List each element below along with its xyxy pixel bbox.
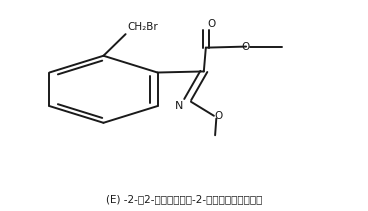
Text: O: O [214,111,223,121]
Text: O: O [241,42,250,51]
Text: O: O [208,19,216,30]
Text: CH₂Br: CH₂Br [128,22,158,32]
Text: N: N [174,101,183,111]
Text: (E) -2-（2-溢甲基苯基）-2-甲氧亚胺基乙酸甲酯: (E) -2-（2-溢甲基苯基）-2-甲氧亚胺基乙酸甲酯 [106,194,262,204]
